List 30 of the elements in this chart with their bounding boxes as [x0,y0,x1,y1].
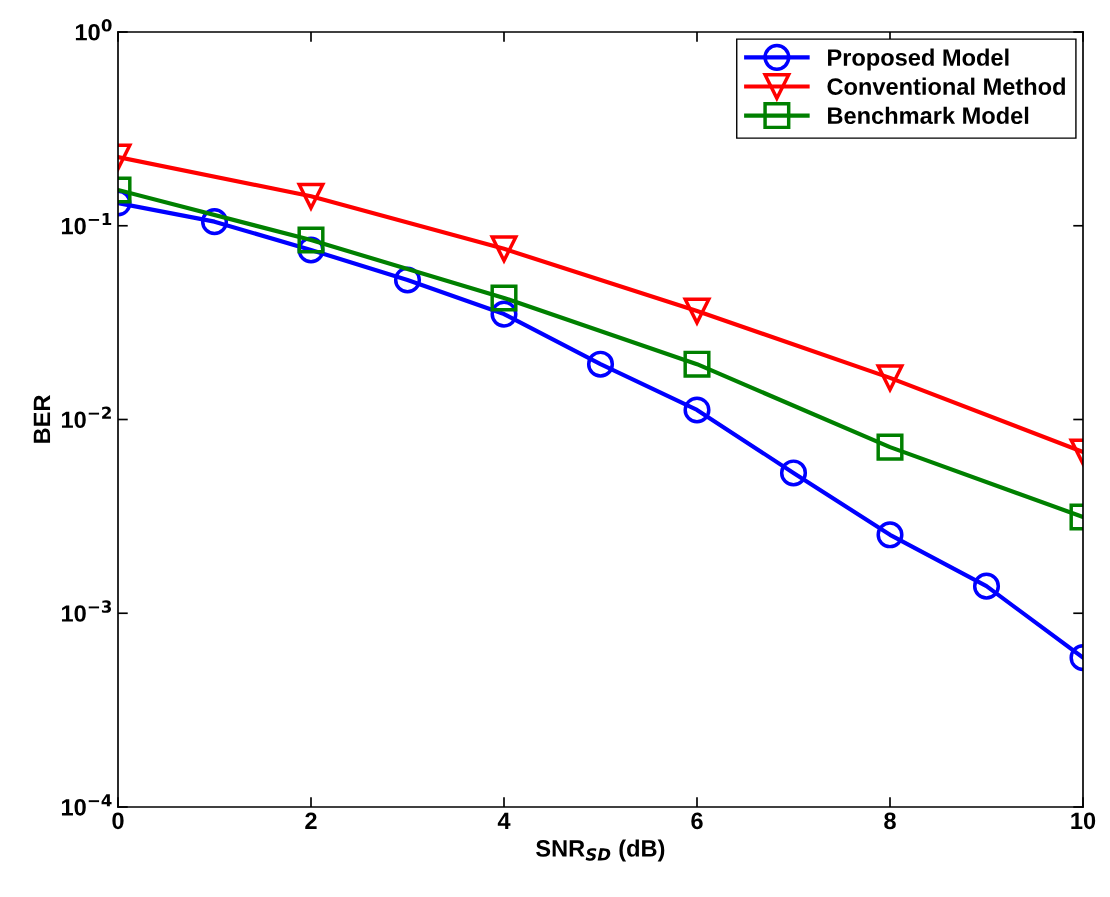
y-axis-title: BER [33,395,51,443]
y-tick-label: 10$^{−4}$ [61,794,112,816]
point [876,521,904,549]
point [683,396,711,424]
point [972,572,1001,600]
x-tick-label: 0 [112,812,124,830]
y-tick-label: 10$^{0}$ [75,19,112,41]
y-tick-label: 10$^{−1}$ [61,213,112,235]
point [875,364,905,394]
point [586,350,615,378]
x-tick-label: 6 [691,812,703,830]
x-tick-label: 4 [497,812,511,829]
legend-label: Benchmark Model [828,106,1029,125]
point [489,235,519,265]
point [490,300,518,328]
y-tick-label: 10$^{−3}$ [61,600,112,622]
x-tick-label: 2 [305,812,317,829]
point [683,297,711,325]
legend-label: Conventional Method [827,77,1065,95]
point [683,350,711,378]
point [490,284,518,312]
point [779,459,808,487]
point [876,433,904,461]
x-tick-label: 8 [884,812,896,830]
legend-label: Proposed Model [828,48,1009,71]
x-axis-title: SNR$_{SD}$ (dB) [536,839,665,862]
y-tick-label: 10$^{−2}$ [61,406,111,429]
x-tick-label: 10 [1071,812,1096,830]
point [297,182,325,210]
point [297,226,325,254]
